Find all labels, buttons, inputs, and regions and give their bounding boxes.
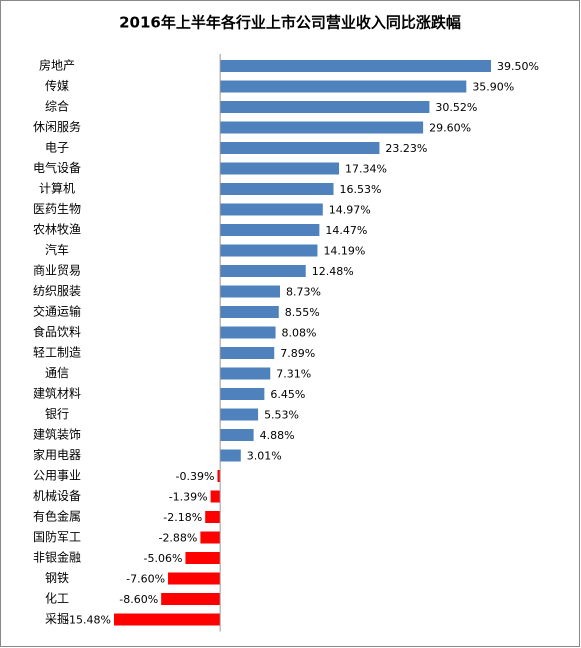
bar	[220, 408, 259, 421]
y-tick-label: 纺织服装	[33, 284, 81, 298]
bar	[220, 203, 323, 216]
bar	[220, 388, 265, 400]
y-tick-label: 轻工制造	[33, 346, 81, 360]
value-label: -5.06%	[144, 552, 183, 565]
value-label: 8.08%	[282, 327, 317, 340]
value-label: 16.53%	[339, 183, 381, 196]
bar	[168, 572, 221, 585]
value-label: -7.60%	[126, 573, 165, 586]
bar	[220, 429, 254, 441]
value-label: -15.48%	[65, 614, 111, 627]
bar	[220, 244, 318, 257]
value-label: 29.60%	[429, 122, 471, 135]
y-tick-label: 食品饮料	[33, 324, 81, 339]
bar	[220, 142, 380, 154]
value-label: 23.23%	[385, 142, 427, 155]
value-label: 14.47%	[325, 224, 367, 237]
bar	[114, 613, 221, 626]
bar	[220, 265, 306, 277]
chart-title: 2016年上半年各行业上市公司营业收入同比涨跌幅	[119, 14, 461, 32]
bar	[217, 470, 221, 482]
bar	[205, 511, 221, 523]
bar	[220, 449, 241, 462]
y-tick-label: 传媒	[45, 78, 69, 93]
bar	[220, 121, 424, 134]
value-label: 17.34%	[345, 163, 387, 176]
bar	[220, 80, 467, 93]
bar	[220, 326, 276, 339]
y-tick-label: 建筑装饰	[33, 427, 81, 442]
bar	[220, 367, 271, 380]
y-tick-label: 非银金融	[33, 550, 81, 565]
y-tick-label: 电气设备	[33, 160, 81, 175]
y-tick-label: 休闲服务	[33, 119, 81, 134]
y-tick-label: 公用事业	[33, 469, 81, 483]
y-tick-label: 汽车	[45, 242, 69, 257]
value-label: 7.89%	[280, 347, 315, 360]
value-label: -2.18%	[163, 511, 202, 524]
y-tick-label: 综合	[45, 99, 69, 114]
y-tick-label: 医药生物	[33, 202, 81, 216]
value-label: 6.45%	[270, 388, 305, 401]
y-tick-label: 建筑材料	[33, 386, 81, 401]
value-label: -8.60%	[119, 593, 158, 606]
bar	[220, 101, 430, 113]
y-tick-label: 电子	[45, 141, 69, 155]
value-label: 12.48%	[312, 265, 354, 278]
value-label: 4.88%	[260, 429, 295, 442]
y-tick-label: 通信	[45, 366, 69, 380]
value-label: -1.39%	[169, 491, 208, 504]
value-label: 8.55%	[285, 306, 320, 319]
bar	[200, 531, 221, 544]
bar	[210, 490, 221, 503]
y-tick-label: 农林牧渔	[33, 223, 81, 237]
y-tick-label: 机械设备	[33, 488, 81, 503]
y-tick-label: 钢铁	[45, 571, 69, 585]
value-label: -0.39%	[176, 470, 215, 483]
y-tick-label: 交通运输	[33, 304, 81, 319]
value-label: 14.97%	[329, 204, 371, 217]
bar	[220, 162, 340, 175]
bar	[161, 593, 221, 605]
value-label: 39.50%	[497, 60, 539, 73]
y-tick-label: 化工	[45, 592, 69, 606]
value-label: 14.19%	[323, 245, 365, 258]
bar	[185, 552, 221, 564]
value-label: 3.01%	[247, 450, 282, 463]
bar	[220, 285, 281, 298]
bar	[220, 60, 491, 72]
value-label: 30.52%	[435, 101, 477, 114]
value-label: 35.90%	[472, 81, 514, 94]
bar	[220, 224, 320, 236]
y-tick-label: 家用电器	[33, 447, 81, 462]
y-tick-label: 国防军工	[33, 529, 81, 544]
y-tick-label: 计算机	[39, 181, 75, 196]
value-label: -2.88%	[158, 532, 197, 545]
y-tick-label: 采掘	[45, 611, 69, 626]
value-label: 5.53%	[264, 409, 299, 422]
y-tick-label: 银行	[45, 407, 69, 421]
bar	[220, 183, 334, 195]
value-label: 7.31%	[276, 368, 311, 381]
value-label: 8.73%	[286, 286, 321, 299]
bar	[220, 347, 275, 359]
y-tick-label: 商业贸易	[33, 263, 81, 278]
y-tick-label: 房地产	[39, 58, 75, 73]
y-tick-label: 有色金属	[33, 509, 81, 524]
bar	[220, 306, 279, 318]
